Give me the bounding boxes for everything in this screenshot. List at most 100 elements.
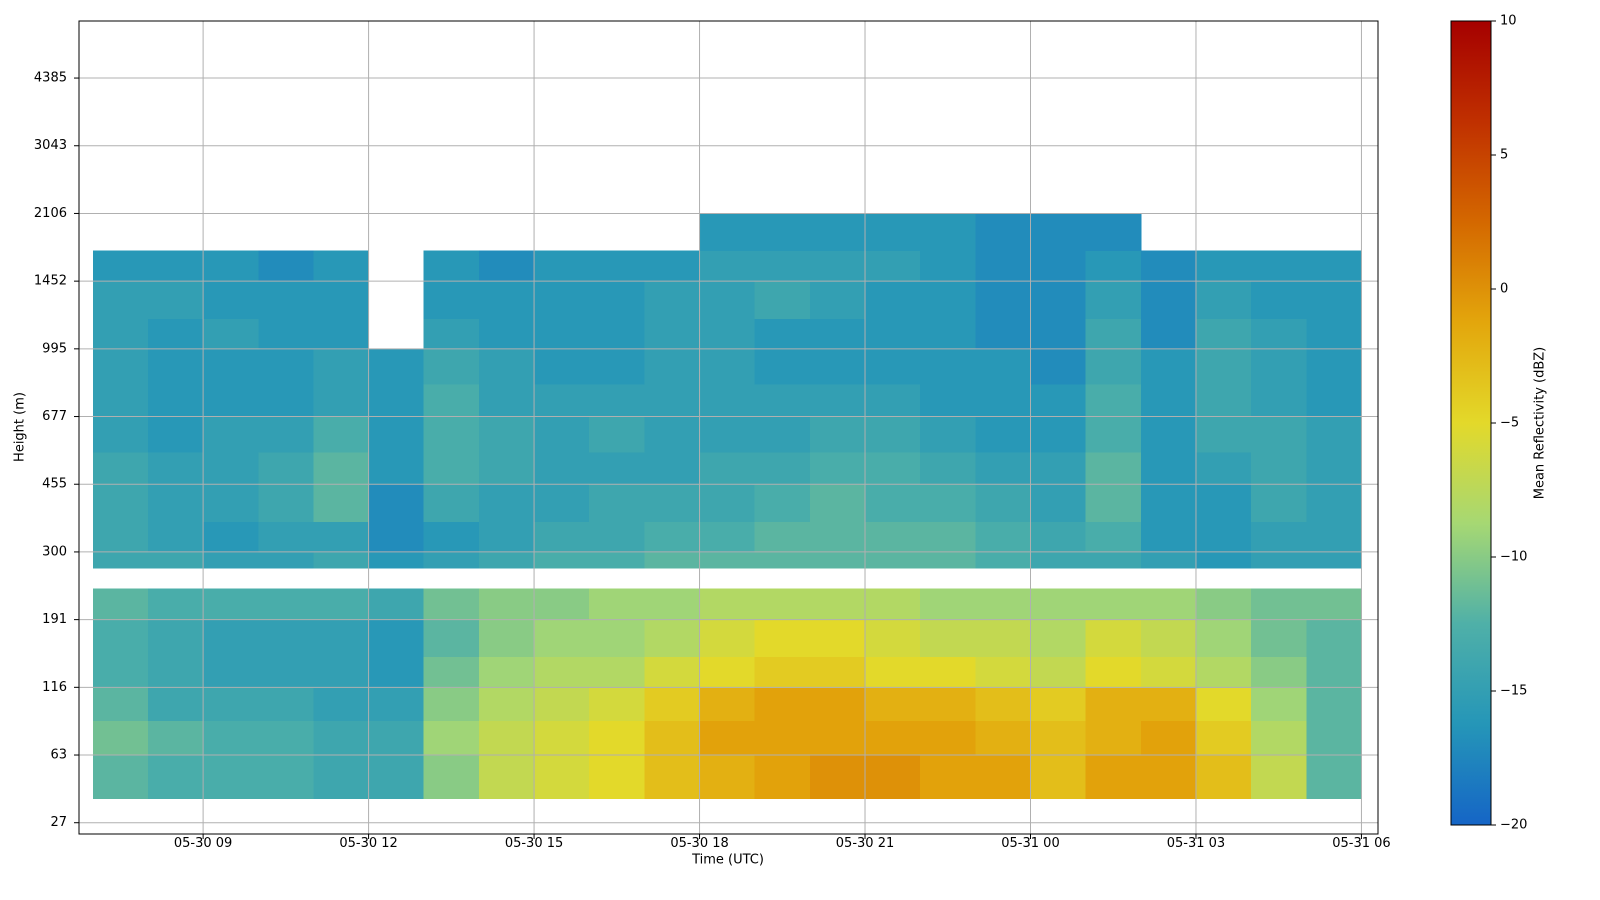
cell [589, 484, 645, 522]
cell [423, 416, 480, 453]
cell [865, 720, 921, 756]
cell [1085, 213, 1142, 251]
cell [865, 588, 921, 621]
cell [1030, 521, 1087, 553]
cell [92, 551, 149, 569]
cell [203, 452, 259, 485]
cell [1085, 250, 1142, 282]
cell [1195, 521, 1252, 553]
cell [1085, 452, 1142, 485]
cell [258, 383, 314, 418]
cell [313, 551, 370, 569]
y-tick-label: 995 [42, 341, 67, 356]
cell [1030, 213, 1087, 251]
cell [975, 383, 1031, 418]
cell [754, 588, 811, 621]
cell [975, 484, 1031, 522]
cell [920, 720, 976, 756]
cell [920, 656, 976, 688]
cell [203, 383, 259, 418]
cell [1306, 521, 1362, 553]
cell [313, 452, 370, 485]
x-tick-label: 05-30 15 [505, 836, 563, 851]
cell [644, 521, 701, 553]
cell [754, 720, 811, 756]
cell [423, 318, 480, 350]
cell [1251, 588, 1307, 621]
cell [644, 416, 701, 453]
cell [92, 484, 149, 522]
cell [1140, 687, 1197, 722]
cell [809, 720, 866, 756]
cell [1085, 755, 1142, 799]
cell [699, 720, 756, 756]
cell [534, 687, 590, 722]
cell [1030, 619, 1087, 658]
cell [478, 755, 535, 799]
cell [920, 281, 976, 319]
cell [147, 720, 204, 756]
cell [644, 720, 701, 756]
cell [534, 452, 590, 485]
cell [1085, 656, 1142, 688]
cell [258, 318, 314, 350]
cell [368, 588, 425, 621]
cell [1195, 348, 1252, 385]
cell [699, 656, 756, 688]
cell [865, 521, 921, 553]
cell [478, 383, 535, 418]
cell [589, 281, 645, 319]
cell [313, 348, 370, 385]
cell [478, 551, 535, 569]
cell [865, 551, 921, 569]
cell [478, 416, 535, 453]
plot-frame [78, 20, 1379, 835]
cell [975, 720, 1031, 756]
cell [1306, 619, 1362, 658]
cell [809, 383, 866, 418]
cell [1306, 588, 1362, 621]
cell [920, 687, 976, 722]
cell [313, 416, 370, 453]
cell [1085, 281, 1142, 319]
y-tick-label: 1452 [34, 274, 67, 289]
cell [534, 484, 590, 522]
cell [754, 416, 811, 453]
cell [478, 281, 535, 319]
cell [1195, 318, 1252, 350]
cell [809, 452, 866, 485]
cell [975, 416, 1031, 453]
cell [368, 720, 425, 756]
colorbar-tick-label: 5 [1500, 148, 1508, 163]
cell [920, 588, 976, 621]
cell [865, 416, 921, 453]
cell [589, 452, 645, 485]
cell [1251, 755, 1307, 799]
cell [478, 452, 535, 485]
cell [1251, 484, 1307, 522]
cell [423, 348, 480, 385]
cell [1085, 619, 1142, 658]
cell [699, 551, 756, 569]
cell [1085, 318, 1142, 350]
cell [754, 755, 811, 799]
cell [809, 213, 866, 251]
cell [809, 281, 866, 319]
cell [975, 656, 1031, 688]
cell [865, 687, 921, 722]
cell [1195, 755, 1252, 799]
cell [313, 687, 370, 722]
cell [147, 250, 204, 282]
cell [92, 281, 149, 319]
cell [92, 318, 149, 350]
cell [920, 348, 976, 385]
cell [423, 484, 480, 522]
cell [313, 521, 370, 553]
cell [258, 416, 314, 453]
cell [865, 484, 921, 522]
cell [1306, 452, 1362, 485]
cell [589, 619, 645, 658]
cell [1140, 656, 1197, 688]
cell [203, 318, 259, 350]
cell [147, 281, 204, 319]
